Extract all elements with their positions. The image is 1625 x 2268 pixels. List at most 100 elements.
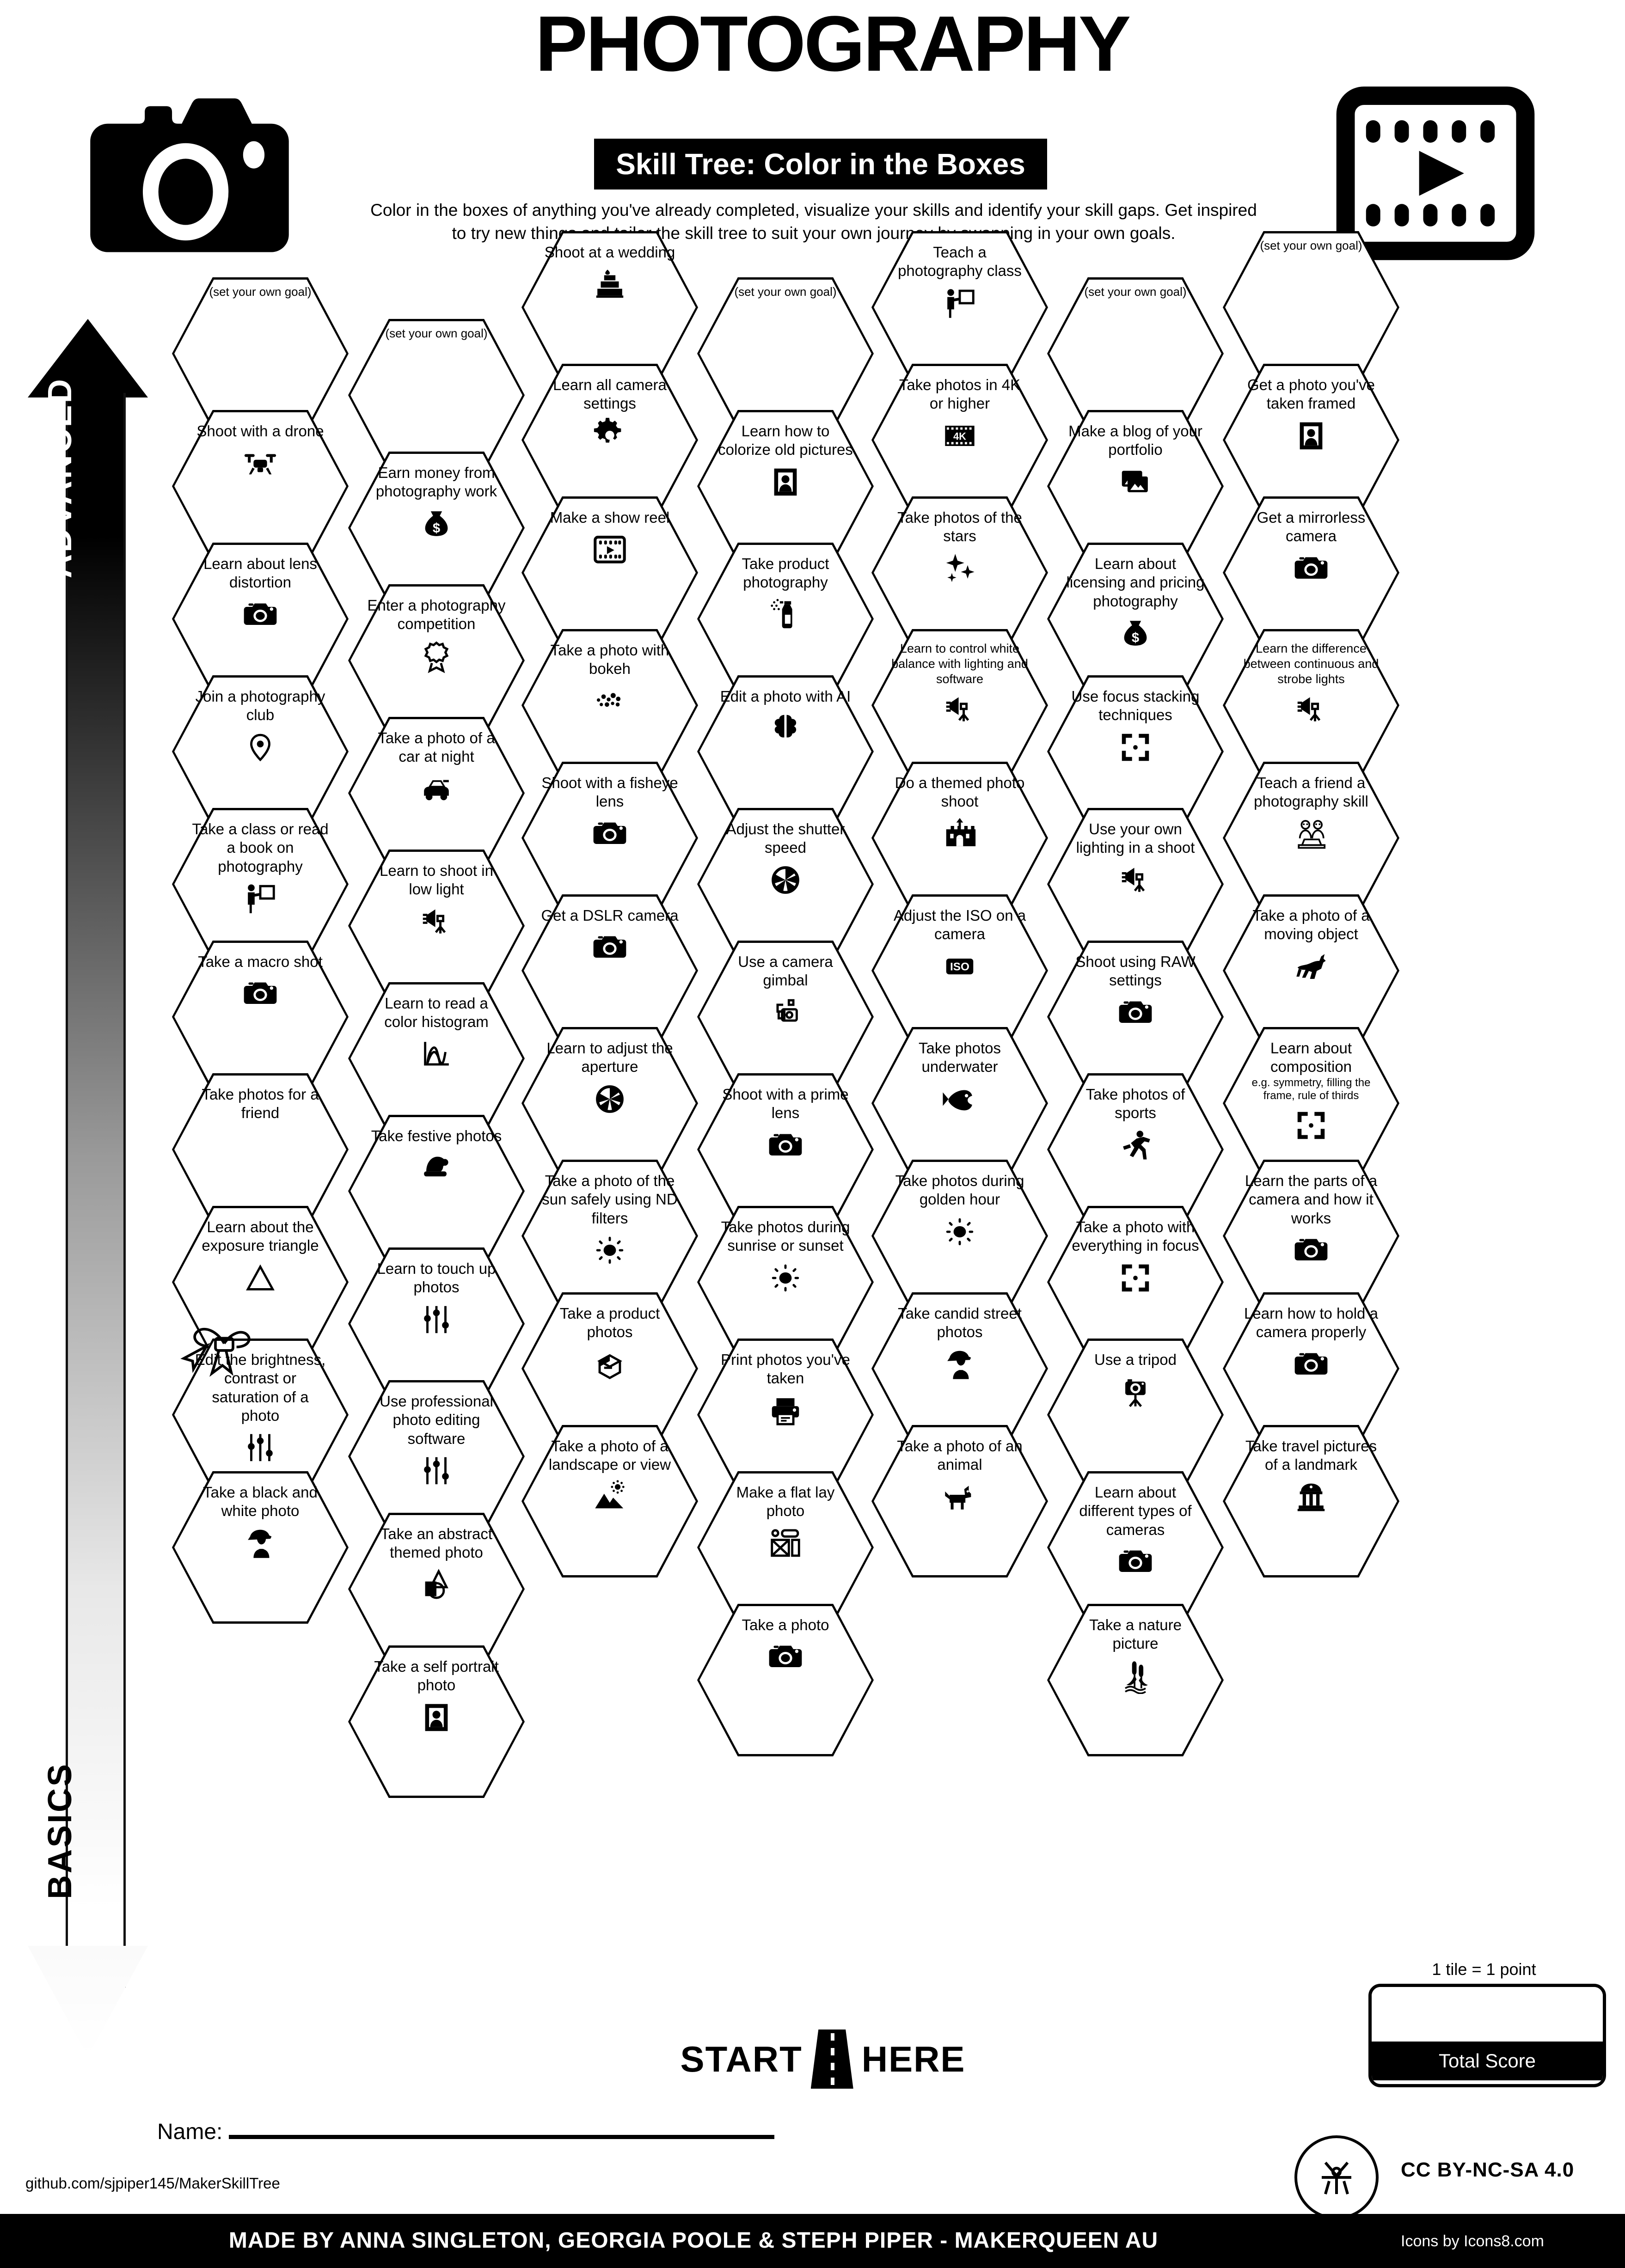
skill-hex-tile[interactable]: Learn all camera settings [521, 364, 698, 516]
skill-hex-tile[interactable]: Use your own lighting in a shoot [1047, 808, 1224, 960]
icons-credit: Icons by Icons8.com [1401, 2232, 1544, 2250]
skill-hex-tile[interactable]: Teach a photography class [871, 231, 1048, 384]
hexagon-outline [521, 1160, 698, 1312]
skill-hex-tile[interactable]: Learn the parts of a camera and how it w… [1223, 1160, 1399, 1312]
skill-hex-tile[interactable]: Take an abstract themed photo [348, 1513, 525, 1665]
skill-hex-tile[interactable]: Shoot with a drone [172, 410, 349, 562]
skill-label: Learn about the exposure triangle [202, 1218, 319, 1254]
skill-hex-tile[interactable]: Adjust the shutter speed [697, 808, 874, 960]
skill-hex-tile[interactable]: Learn about the exposure triangle [172, 1206, 349, 1358]
skill-hex-tile[interactable]: Learn the difference between continuous … [1223, 629, 1399, 782]
skill-hex-tile[interactable]: Learn to touch up photos [348, 1247, 525, 1400]
skill-hex-tile[interactable]: Take a macro shot [172, 941, 349, 1093]
skill-hex-tile[interactable]: Edit the brightness, contrast or saturat… [172, 1339, 349, 1491]
name-input-line[interactable] [229, 2135, 775, 2139]
skill-hex-tile[interactable]: Take a photo [697, 1604, 874, 1756]
skill-hex-tile[interactable]: Teach a friend a photography skill [1223, 762, 1399, 914]
skill-hex-tile[interactable]: Take a product photos [521, 1292, 698, 1445]
skill-label: Take a product photos [559, 1305, 660, 1341]
wedding-cake-icon [589, 266, 630, 302]
skill-label: Make a blog of your portfolio [1068, 422, 1202, 458]
skill-hex-tile[interactable]: Take a self portrait photo [348, 1645, 525, 1798]
teacher-board-icon [240, 880, 281, 917]
skill-label: Edit the brightness, contrast or saturat… [195, 1351, 326, 1424]
skill-hex-tile[interactable]: Take a photo of a car at night [348, 717, 525, 869]
skill-hex-tile[interactable]: Take photos during golden hour [871, 1160, 1048, 1312]
skill-hex-tile[interactable]: (set your own goal) [1047, 277, 1224, 430]
skill-hex-tile[interactable]: Take candid street photos [871, 1292, 1048, 1445]
person-hat-icon [240, 1525, 281, 1561]
skill-hex-tile[interactable]: Learn to control white balance with ligh… [871, 629, 1048, 782]
skill-hex-tile[interactable]: Learn about licensing and pricing photog… [1047, 543, 1224, 695]
skill-hex-tile[interactable]: Take a class or read a book on photograp… [172, 808, 349, 960]
hexagon-outline [1047, 277, 1224, 430]
skill-hex-tile[interactable]: Learn about different types of cameras [1047, 1471, 1224, 1624]
skill-hex-tile[interactable]: (set your own goal) [697, 277, 874, 430]
skill-hex-tile[interactable]: Get a mirrorless camera [1223, 496, 1399, 649]
skill-hex-tile[interactable]: Make a show reel [521, 496, 698, 649]
skill-hex-tile[interactable]: Learn how to colorize old pictures [697, 410, 874, 562]
skill-hex-tile[interactable]: Use focus stacking techniques [1047, 675, 1224, 828]
skill-hex-tile[interactable]: Take photos of the stars [871, 496, 1048, 649]
skill-label: Use a tripod [1094, 1351, 1177, 1368]
total-score-box[interactable]: Total Score [1368, 1984, 1606, 2087]
skill-label: Take a photo of a landscape or view [548, 1437, 671, 1473]
skill-hex-tile[interactable]: Take festive photos [348, 1115, 525, 1267]
skill-hex-tile[interactable]: Take a photo of the sun safely using ND … [521, 1160, 698, 1312]
skill-hex-tile[interactable]: Learn about composition e.g. symmetry, fi… [1223, 1027, 1399, 1180]
skill-hex-tile[interactable]: Make a flat lay photo [697, 1471, 874, 1624]
skill-hex-tile[interactable]: Take photos during sunrise or sunset [697, 1206, 874, 1358]
name-field[interactable]: Name: [157, 2119, 775, 2145]
skill-hex-tile[interactable]: Take a photo with everything in focus [1047, 1206, 1224, 1358]
skill-hex-tile[interactable]: Take a photo of a moving object [1223, 894, 1399, 1047]
skill-hex-tile[interactable]: Enter a photography competition [348, 584, 525, 737]
hexagon-outline [521, 894, 698, 1047]
camera-icon [69, 81, 310, 266]
skill-hex-tile[interactable]: Learn to read a color histogram [348, 982, 525, 1135]
skill-hex-tile[interactable]: Take a nature picture [1047, 1604, 1224, 1756]
skill-hex-tile[interactable]: Adjust the ISO on a camera ISO [871, 894, 1048, 1047]
skill-label: Learn about lens distortion [203, 555, 317, 591]
skill-label: Get a mirrorless camera [1257, 509, 1366, 545]
skill-hex-tile[interactable]: (set your own goal) [348, 319, 525, 471]
skill-label: Get a DSLR camera [541, 907, 679, 924]
skill-hex-tile[interactable]: Use a camera gimbal [697, 941, 874, 1093]
skill-hex-tile[interactable]: Learn about lens distortion [172, 543, 349, 695]
skill-hex-tile[interactable]: Shoot at a wedding [521, 231, 698, 384]
skill-hex-tile[interactable]: Get a photo you've taken framed [1223, 364, 1399, 516]
gimbal-icon [765, 995, 806, 1031]
skill-hex-tile[interactable]: Take a photo of a landscape or view [521, 1425, 698, 1577]
skill-hex-tile[interactable]: Use professional photo editing software [348, 1380, 525, 1533]
skill-hex-tile[interactable]: Take a black and white photo [172, 1471, 349, 1624]
skill-hex-tile[interactable]: Take photos of sports [1047, 1073, 1224, 1226]
skill-hex-tile[interactable]: Earn money from photography work $ [348, 452, 525, 604]
camera-icon [240, 976, 281, 1012]
sliders-icon [416, 1302, 457, 1338]
skill-hex-tile[interactable]: Print photos you've taken [697, 1339, 874, 1491]
skill-hex-tile[interactable]: Edit a photo with AI [697, 675, 874, 828]
skill-hex-tile[interactable]: Take photos for a friend [172, 1073, 349, 1226]
skill-hex-tile[interactable]: Learn to adjust the aperture [521, 1027, 698, 1180]
hexagon-outline [348, 319, 525, 471]
skill-hex-tile[interactable]: Shoot using RAW settings [1047, 941, 1224, 1093]
skill-hex-tile[interactable]: Take a photo with bokeh [521, 629, 698, 782]
skill-hex-tile[interactable]: Do a themed photo shoot [871, 762, 1048, 914]
skill-hex-tile[interactable]: Use a tripod [1047, 1339, 1224, 1491]
skill-hex-tile[interactable]: Take product photography [697, 543, 874, 695]
skill-hex-tile[interactable]: Shoot with a prime lens [697, 1073, 874, 1226]
skill-hex-tile[interactable]: (set your own goal) [172, 277, 349, 430]
skill-hex-tile[interactable]: Take photos underwater [871, 1027, 1048, 1180]
skill-hex-tile[interactable]: Learn how to hold a camera properly [1223, 1292, 1399, 1445]
skill-hex-tile[interactable]: Make a blog of your portfolio [1047, 410, 1224, 562]
skill-hex-tile[interactable]: Take a photo of an animal [871, 1425, 1048, 1577]
skill-hex-tile[interactable]: Shoot with a fisheye lens [521, 762, 698, 914]
skill-hex-tile[interactable]: Take travel pictures of a landmark [1223, 1425, 1399, 1577]
skill-hex-tile[interactable]: Take photos in 4K or higher 4K [871, 364, 1048, 516]
skill-hex-tile[interactable]: (set your own goal) [1223, 231, 1399, 384]
skill-label: Make a flat lay photo [736, 1484, 835, 1520]
skill-hex-tile[interactable]: Join a photography club [172, 675, 349, 828]
horse-icon [1291, 948, 1331, 984]
skill-hex-tile[interactable]: Get a DSLR camera [521, 894, 698, 1047]
skill-hex-tile[interactable]: Learn to shoot in low light [348, 850, 525, 1002]
score-value[interactable] [1372, 1987, 1603, 2042]
